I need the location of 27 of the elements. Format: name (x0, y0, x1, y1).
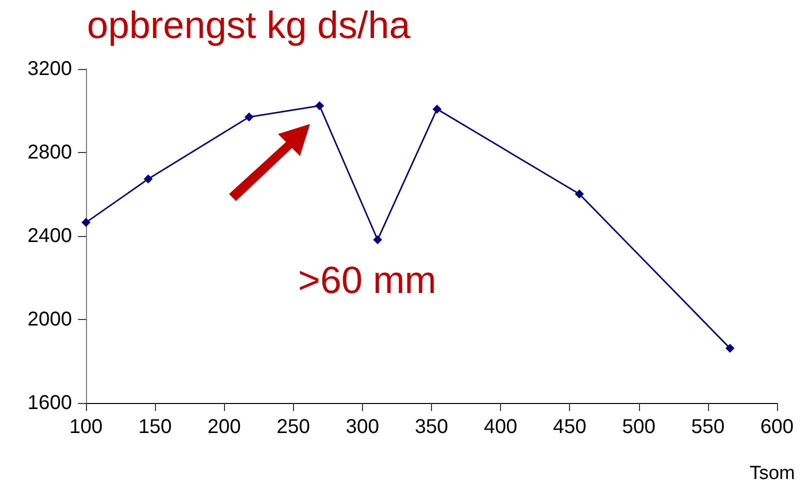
y-tick-label: 1600 (28, 392, 72, 414)
point (373, 235, 382, 244)
x-tick-label: 550 (691, 416, 725, 438)
point (82, 218, 90, 227)
point (144, 174, 153, 184)
x-tick-label: 250 (276, 416, 310, 438)
y-tick-label: 2400 (28, 225, 72, 247)
point (315, 101, 324, 110)
x-axis-title: Tsom (750, 463, 796, 484)
x-tick-label: 500 (622, 416, 656, 438)
x-tick-label: 300 (346, 416, 380, 438)
x-tick-label: 600 (760, 416, 794, 438)
point (726, 344, 735, 353)
y-tick-label: 3200 (28, 58, 72, 80)
point (574, 190, 584, 199)
x-tick-label: 400 (484, 416, 518, 438)
x-tick-label: 200 (208, 416, 241, 438)
y-tick-label: 2000 (28, 308, 72, 330)
x-tick-label: 450 (553, 416, 586, 438)
point (432, 104, 442, 114)
point (244, 112, 254, 122)
x-tick-label: 150 (138, 416, 172, 438)
annotation: >60 mm (298, 260, 436, 302)
chart-title: opbrengst kg ds/ha (87, 5, 412, 47)
y-tick-label: 2800 (28, 142, 72, 164)
x-tick-label: 350 (414, 416, 448, 438)
x-tick-label: 100 (69, 416, 103, 438)
